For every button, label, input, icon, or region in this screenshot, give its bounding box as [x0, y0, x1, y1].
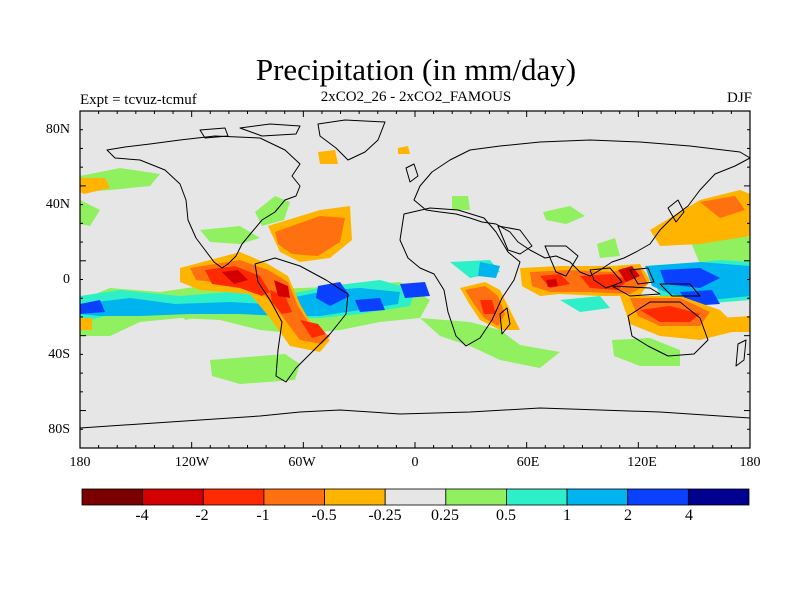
colorbar-label: 1: [563, 507, 571, 524]
colorbar-swatch: [202, 488, 265, 506]
colorbar-swatch: [384, 488, 447, 506]
lon-label-120w: 120W: [174, 455, 210, 470]
colorbar-label: -0.25: [368, 507, 402, 524]
colorbar-swatch: [81, 488, 144, 506]
colorbar-swatch: [142, 488, 204, 506]
lon-label-180e: 180: [739, 455, 761, 470]
map-ticks: [79, 110, 751, 449]
page-title: Precipitation (in mm/day): [255, 52, 577, 87]
colorbar: [81, 488, 750, 506]
colorbar-label: -4: [135, 507, 149, 524]
precip-field: [80, 146, 750, 384]
colorbar-swatch: [627, 488, 689, 506]
colorbar-label: 4: [685, 507, 693, 524]
coastlines: [80, 119, 750, 429]
lat-label-80s: 80S: [48, 422, 70, 437]
colorbar-swatch: [687, 488, 750, 506]
lon-label-180w: 180: [69, 455, 91, 470]
colorbar-swatch: [445, 488, 507, 506]
lat-label-0: 0: [63, 272, 70, 287]
colorbar-label: -2: [195, 507, 209, 524]
colorbar-label: 0.5: [496, 507, 516, 524]
colorbar-swatch: [324, 488, 386, 506]
season-label: DJF: [726, 90, 752, 106]
colorbar-label: 2: [624, 507, 632, 524]
colorbar-label: -0.5: [311, 507, 337, 524]
lon-label-0: 0: [411, 455, 419, 470]
colorbar-swatch: [566, 488, 629, 506]
colorbar-label: 0.25: [431, 507, 459, 524]
experiment-label: Expt = tcvuz-tcmuf: [80, 92, 197, 108]
colorbar-swatch: [506, 488, 568, 506]
lat-label-80n: 80N: [45, 122, 70, 137]
comparison-label: 2xCO2_26 - 2xCO2_FAMOUS: [320, 89, 512, 105]
lon-label-60e: 60E: [516, 455, 540, 470]
lat-label-40s: 40S: [48, 347, 70, 362]
lat-label-40n: 40N: [45, 197, 70, 212]
colorbar-swatch: [263, 488, 325, 506]
map-panel: [80, 111, 750, 448]
lon-label-120e: 120E: [627, 455, 657, 470]
colorbar-label: -1: [256, 507, 270, 524]
lon-label-60w: 60W: [288, 455, 316, 470]
